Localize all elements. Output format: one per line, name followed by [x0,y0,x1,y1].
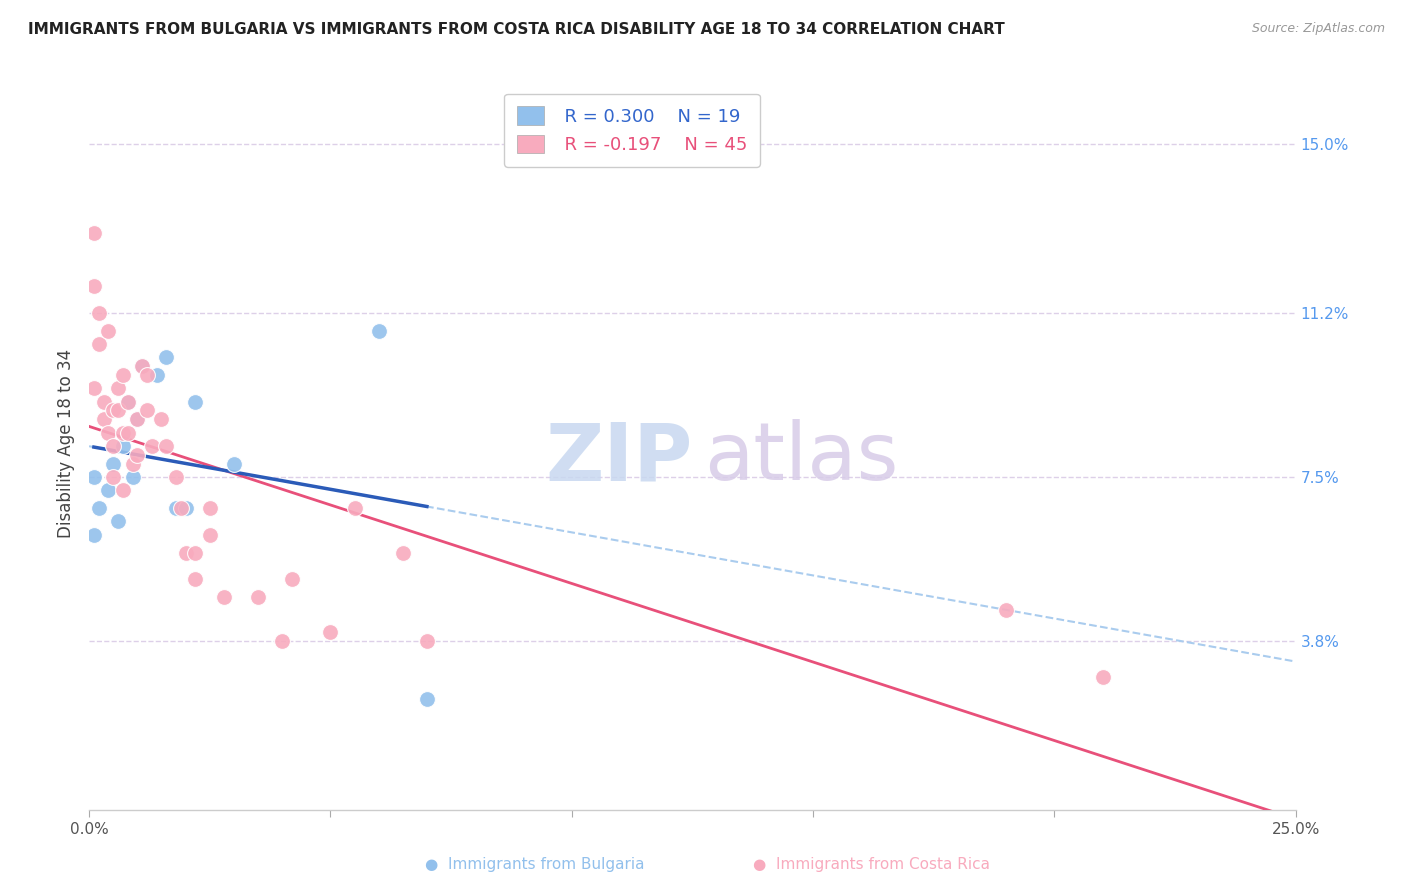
Point [87,501,110,516]
Point [281,572,304,586]
Point [111,368,134,382]
Point [83,226,105,240]
Text: ZIP: ZIP [546,419,692,498]
Text: ●  Immigrants from Bulgaria: ● Immigrants from Bulgaria [425,857,644,872]
Point [222,457,245,471]
Text: Source: ZipAtlas.com: Source: ZipAtlas.com [1251,22,1385,36]
Point [107,403,129,417]
Point [107,515,129,529]
Point [127,412,149,426]
Point [136,368,159,382]
Point [87,336,110,351]
Point [391,545,413,559]
Legend:   R = 0.300    N = 19,   R = -0.197    N = 45: R = 0.300 N = 19, R = -0.197 N = 45 [505,94,759,167]
Point [107,381,129,395]
Point [212,590,235,604]
Point [111,425,134,440]
Point [93,412,115,426]
Point [198,501,221,516]
Point [150,412,173,426]
Point [1091,670,1114,684]
Point [155,350,177,364]
Point [136,403,159,417]
Point [121,457,143,471]
Point [97,483,120,498]
Point [198,528,221,542]
Point [174,545,197,559]
Point [111,439,134,453]
Point [117,394,139,409]
Point [170,501,193,516]
Point [145,368,167,382]
Point [995,603,1018,617]
Text: IMMIGRANTS FROM BULGARIA VS IMMIGRANTS FROM COSTA RICA DISABILITY AGE 18 TO 34 C: IMMIGRANTS FROM BULGARIA VS IMMIGRANTS F… [28,22,1005,37]
Point [165,501,187,516]
Point [165,470,187,484]
Point [83,381,105,395]
Point [93,394,115,409]
Point [141,439,163,453]
Point [174,501,197,516]
Point [367,324,389,338]
Point [103,470,125,484]
Point [83,528,105,542]
Point [103,457,125,471]
Point [271,634,294,648]
Point [416,634,439,648]
Text: ●  Immigrants from Costa Rica: ● Immigrants from Costa Rica [754,857,990,872]
Point [131,359,153,373]
Point [416,692,439,706]
Point [103,403,125,417]
Point [87,306,110,320]
Point [155,439,177,453]
Y-axis label: Disability Age 18 to 34: Disability Age 18 to 34 [58,349,75,538]
Point [83,279,105,293]
Point [117,425,139,440]
Point [343,501,366,516]
Point [184,572,207,586]
Point [97,425,120,440]
Point [83,470,105,484]
Point [184,545,207,559]
Point [127,448,149,462]
Point [246,590,269,604]
Point [97,324,120,338]
Text: atlas: atlas [704,419,898,498]
Point [184,394,207,409]
Point [117,394,139,409]
Point [103,439,125,453]
Point [111,483,134,498]
Point [131,359,153,373]
Point [121,470,143,484]
Point [127,412,149,426]
Point [319,625,342,640]
